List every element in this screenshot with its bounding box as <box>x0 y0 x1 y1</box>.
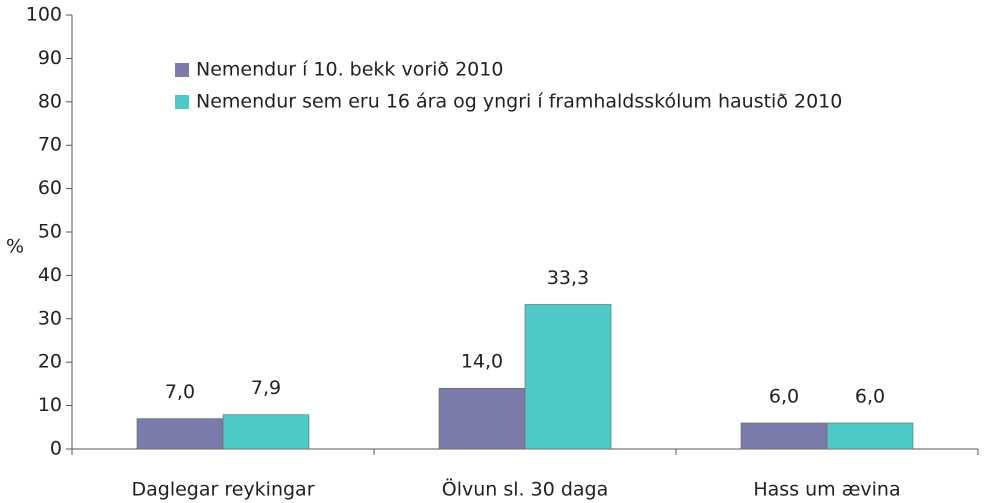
x-tick-label: Hass um ævina <box>753 479 900 501</box>
bar <box>438 387 526 450</box>
value-label: 7,9 <box>251 377 281 399</box>
bar <box>222 414 310 450</box>
legend-swatch <box>175 63 189 77</box>
y-tick-label: 90 <box>38 47 62 69</box>
y-tick-label: 70 <box>38 134 62 156</box>
y-tick-label: 100 <box>26 4 62 26</box>
y-tick-label: 0 <box>50 438 62 460</box>
value-label: 6,0 <box>769 385 799 407</box>
y-tick-label: 20 <box>38 351 62 373</box>
value-label: 7,0 <box>165 381 195 403</box>
bar <box>524 304 612 450</box>
x-tick-label: Daglegar reykingar <box>131 479 314 501</box>
value-label: 6,0 <box>855 385 885 407</box>
y-tick-label: 10 <box>38 394 62 416</box>
y-tick-label: 40 <box>38 264 62 286</box>
y-tick-label: 30 <box>38 307 62 329</box>
y-tick-label: 80 <box>38 90 62 112</box>
legend-label: Nemendur sem eru 16 ára og yngri í framh… <box>196 91 842 113</box>
bar <box>740 422 828 450</box>
value-label: 33,3 <box>547 267 589 289</box>
y-tick-label: 60 <box>38 177 62 199</box>
y-axis-label: % <box>6 236 24 258</box>
legend-label: Nemendur í 10. bekk vorið 2010 <box>196 59 503 81</box>
y-tick-label: 50 <box>38 221 62 243</box>
value-label: 14,0 <box>461 351 503 373</box>
legend-swatch <box>175 95 189 109</box>
bar <box>826 422 914 450</box>
bar <box>136 418 224 450</box>
x-tick-label: Ölvun sl. 30 daga <box>442 478 608 501</box>
